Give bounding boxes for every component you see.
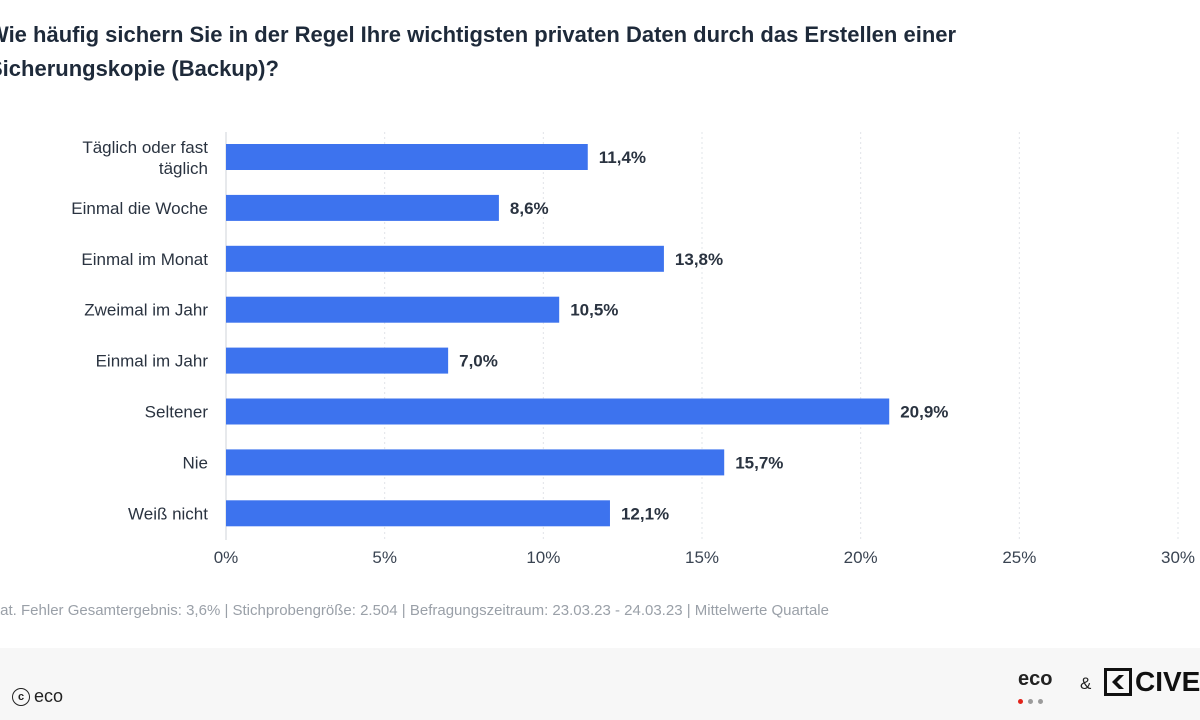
data-label: 10,5% xyxy=(570,301,618,320)
x-tick-label: 0% xyxy=(214,548,239,567)
bar xyxy=(226,194,499,221)
category-label: Weiß nicht xyxy=(128,504,208,523)
category-label: Seltener xyxy=(145,403,209,422)
eco-dot xyxy=(1038,699,1043,704)
category-label: Einmal im Monat xyxy=(81,250,208,269)
category-label: Zweimal im Jahr xyxy=(84,301,208,320)
bar xyxy=(226,449,725,476)
x-tick-label: 10% xyxy=(526,548,560,567)
civey-mark-icon xyxy=(1104,668,1132,696)
bar xyxy=(226,500,610,527)
x-tick-label: 15% xyxy=(685,548,719,567)
data-label: 7,0% xyxy=(459,352,498,371)
data-label: 20,9% xyxy=(900,403,948,422)
x-tick-label: 25% xyxy=(1002,548,1036,567)
data-label: 15,7% xyxy=(735,453,783,472)
footer-band xyxy=(0,648,1200,720)
category-label: Nie xyxy=(182,453,208,472)
data-label: 11,4% xyxy=(599,148,646,167)
bar xyxy=(226,347,449,374)
logo-ampersand: & xyxy=(1080,674,1092,693)
category-label: Einmal die Woche xyxy=(71,199,208,218)
copyright-icon: c xyxy=(12,687,30,706)
category-label: Einmal im Jahr xyxy=(96,352,209,371)
x-tick-label: 5% xyxy=(372,548,397,567)
bar xyxy=(226,144,588,170)
eco-logo: eco xyxy=(1018,668,1053,704)
civey-logo-text: CIVEY xyxy=(1135,666,1200,697)
footnote: Stat. Fehler Gesamtergebnis: 3,6% | Stic… xyxy=(0,602,829,619)
copyright-notice[interactable]: c eco xyxy=(12,686,63,707)
bar xyxy=(226,296,560,323)
x-tick-label: 30% xyxy=(1161,548,1195,567)
data-label: 12,1% xyxy=(621,504,669,523)
bar-chart: 0% 5% 10% 15% 20% 25% 30% Täglich oder fast tägl… xyxy=(71,132,1195,567)
eco-dot xyxy=(1028,699,1033,704)
x-tick-label: 20% xyxy=(844,548,878,567)
civey-logo: CIVEY xyxy=(1104,666,1200,698)
data-label: 8,6% xyxy=(510,199,549,218)
eco-dot xyxy=(1018,699,1023,704)
chart-title: Wie häufig sichern Sie in der Regel Ihre… xyxy=(0,22,957,81)
copyright-text: eco xyxy=(34,686,64,706)
category-label: Täglich oder fast täglich xyxy=(82,138,208,178)
eco-logo-text: eco xyxy=(1018,668,1053,690)
bar xyxy=(226,245,664,272)
eco-logo-dots xyxy=(1018,687,1052,704)
bar xyxy=(226,398,890,425)
data-label: 13,8% xyxy=(675,250,723,269)
